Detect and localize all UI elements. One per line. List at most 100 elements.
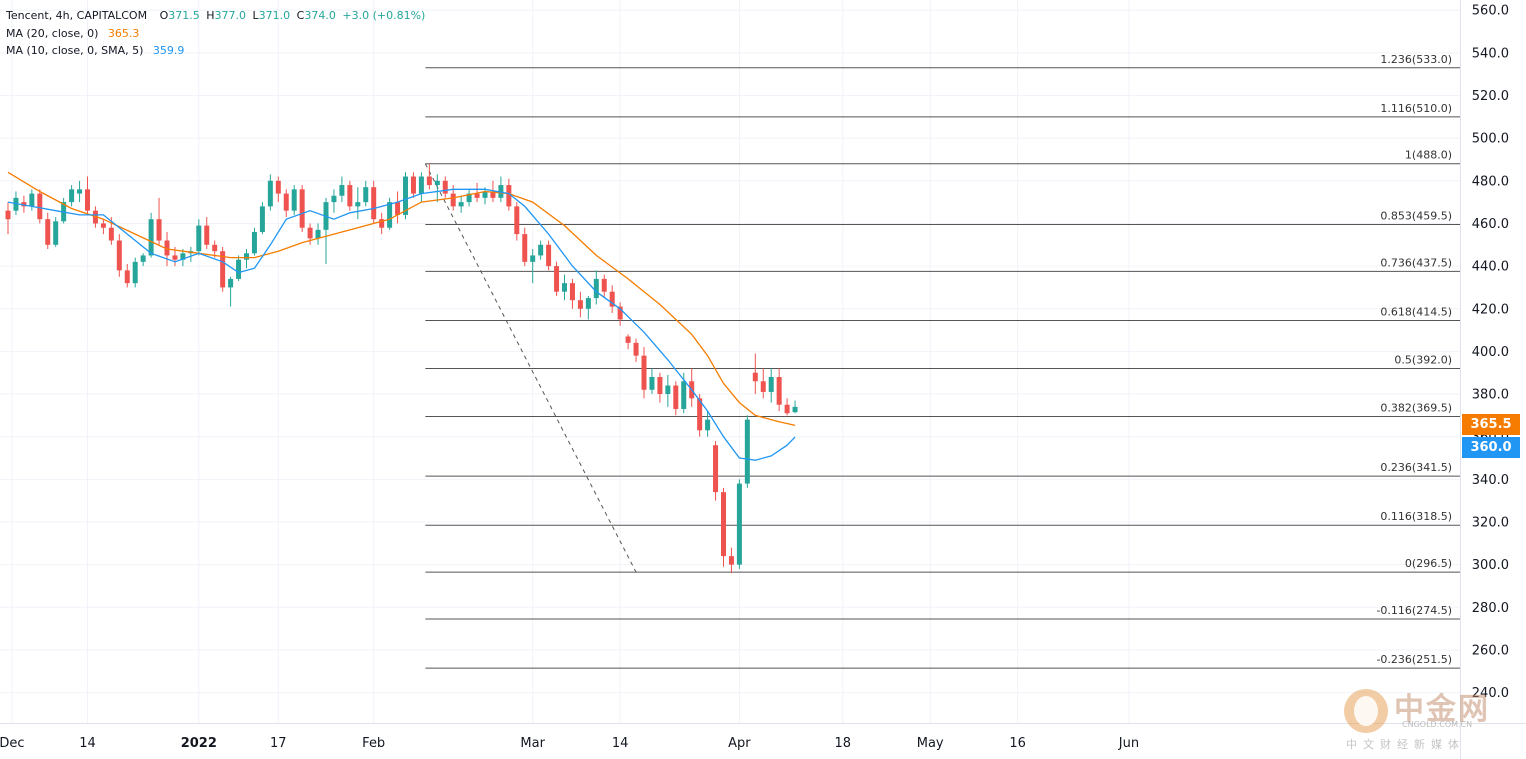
time-axis-label: 16 [1009,736,1026,751]
price-axis-label: 260.0 [1472,643,1509,658]
candle [196,219,202,256]
fib-level-label: -0.236(251.5) [1376,653,1452,666]
ma20-label: MA (20, close, 0) [6,26,99,40]
fib-level-label: 0(296.5) [1405,557,1452,570]
candle [77,180,83,203]
candle-body [776,376,782,405]
candle [792,400,798,414]
watermark-logo-mark [1354,696,1378,726]
candle [236,255,242,282]
watermark-subtitle: 中文财经新媒体 [1346,738,1465,751]
candle [601,274,607,299]
time-axis-label: May [917,736,944,751]
candle-body [212,244,218,252]
candle [760,368,766,399]
candle-body [450,193,456,207]
candle-body [331,195,337,203]
candle [426,163,432,190]
candle [212,240,218,258]
candle [466,189,472,207]
candle [156,197,162,245]
price-axis-label: 340.0 [1472,473,1509,488]
candle-body [434,180,440,186]
candle-body [395,202,401,215]
candle [728,547,734,574]
candle-body [458,202,464,207]
candle [387,197,393,230]
legend-ma10-row[interactable]: MA (10, close, 0, SMA, 5) 359.9 [6,42,425,60]
candle [228,276,234,307]
ma20-price-tag: 365.5 [1462,414,1520,436]
candle-body [784,404,790,414]
price-axis-label: 320.0 [1472,516,1509,531]
candle-body [569,283,575,301]
candle [69,185,75,207]
candle-body [379,219,385,228]
candle [347,180,353,211]
candle-body [490,191,496,198]
candle [641,347,647,399]
candle [355,187,361,220]
candle-body [5,210,11,220]
candle [768,368,774,403]
candle [617,302,623,326]
candle-body [617,306,623,320]
candle [204,217,210,250]
candle-body [728,556,734,565]
candle-body [291,189,297,211]
candle-body [100,223,106,228]
candle [315,223,321,245]
candle-body [506,185,512,207]
candle [299,185,305,232]
candle [482,187,488,205]
candle-body [625,336,631,343]
candle [371,180,377,224]
candle [657,372,663,403]
candle-body [371,187,377,220]
candles [5,163,798,574]
candle [244,249,249,269]
ohlc-l: L371.0 [252,9,291,22]
candle [291,185,297,215]
candle-body [228,278,234,288]
candle [633,338,639,363]
candle [554,261,560,296]
candle-body [736,483,742,565]
fib-level-label: 0.853(459.5) [1380,210,1452,223]
price-axis-label: 440.0 [1472,260,1509,275]
ma10-value: 359.9 [152,44,185,57]
chart-legend: Tencent, 4h, CAPITALCOM O371.5 H377.0 L3… [6,7,425,60]
candle [29,189,35,211]
ohlc-h: H377.0 [206,9,247,22]
candle [649,368,655,395]
fib-level-label: 1(488.0) [1405,149,1452,162]
watermark: 中金网 CNGOLD.COM.CN 中文财经新媒体 [1344,686,1514,752]
legend-symbol-row: Tencent, 4h, CAPITALCOM O371.5 H377.0 L3… [6,7,425,25]
candle-body [681,381,687,409]
candle [124,263,130,288]
candle-body [116,240,122,271]
candle [220,246,226,292]
ohlc-c: C374.0 [296,9,336,22]
legend-ma20-row[interactable]: MA (20, close, 0) 365.3 [6,25,425,43]
candle-body [21,202,27,207]
candle [530,249,536,284]
candle [148,212,154,258]
candle-body [172,255,178,260]
candle-body [514,206,520,235]
candle-body [164,240,170,256]
candle-body [363,187,369,203]
candle-body [403,176,408,215]
candle [673,381,679,416]
candle-body [418,176,424,194]
candle [323,197,329,264]
candle [61,197,67,224]
candle-body [140,255,146,262]
candle [434,174,440,203]
price-axis-label: 380.0 [1472,388,1509,403]
candle-body [609,291,615,307]
candle [267,174,273,211]
time-axis-label: 18 [834,736,851,751]
symbol-label: Tencent, 4h, CAPITALCOM [6,9,148,22]
